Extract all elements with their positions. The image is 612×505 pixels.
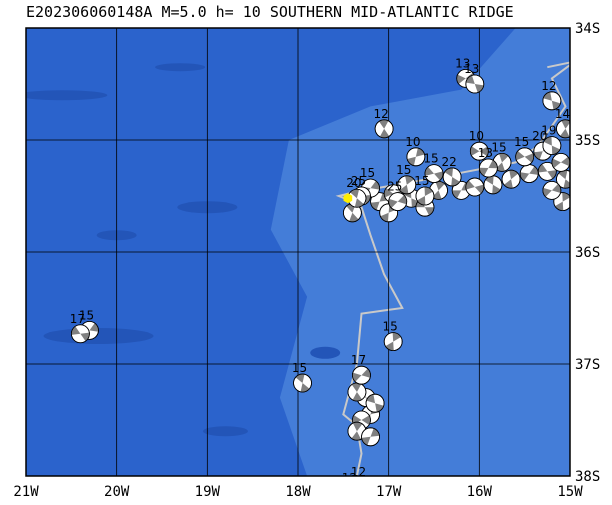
focal-mechanism (365, 393, 385, 413)
focal-mechanism (542, 180, 562, 200)
focal-mechanism (347, 382, 367, 402)
mechanism-depth-label: 20 (532, 129, 547, 143)
focal-mechanism (465, 177, 485, 197)
focal-mechanism (537, 161, 557, 181)
focal-mechanism (556, 169, 570, 189)
deep-basin-patch (26, 90, 108, 101)
deep-basin-patch (43, 328, 154, 344)
focal-mechanism (424, 164, 444, 184)
mechanism-depth-label: 15 (514, 135, 529, 149)
focal-mechanism (293, 373, 312, 393)
mechanism-depth-label: 15 (79, 308, 94, 322)
mechanism-depth-label: 15 (360, 166, 375, 180)
x-tick-label: 19W (195, 484, 221, 500)
mechanism-depth-label: 14 (555, 107, 570, 121)
y-tick-label: 37S (575, 357, 600, 373)
deep-basin-patch (155, 63, 206, 72)
mechanism-depth-label: 15 (414, 174, 429, 188)
mechanism-depth-label: 10 (405, 135, 420, 149)
y-tick-label: 36S (575, 245, 600, 261)
deep-basin-patch (310, 346, 341, 359)
mechanism-depth-label: 12 (342, 471, 357, 485)
mechanism-depth-label: 12 (351, 465, 366, 479)
y-tick-label: 34S (575, 21, 600, 37)
mechanism-depth-label: 10 (469, 129, 484, 143)
focal-mechanism (515, 147, 535, 167)
mechanism-depth-label: 25 (351, 174, 366, 188)
focal-mechanism (415, 186, 435, 206)
x-tick-label: 21W (13, 484, 39, 500)
mechanism-depth-label: 17 (351, 353, 366, 367)
focal-mechanism (388, 192, 408, 212)
focal-mechanism (71, 324, 90, 344)
y-tick-label: 35S (575, 133, 600, 149)
focal-mechanism (343, 484, 361, 502)
focal-mechanism (542, 136, 562, 156)
x-tick-label: 17W (376, 484, 402, 500)
mechanism-depth-label: 13 (455, 56, 470, 70)
x-tick-label: 16W (467, 484, 493, 500)
focal-mechanism (519, 164, 539, 184)
mechanism-depth-label: 12 (373, 107, 388, 121)
mechanism-depth-label: 13 (464, 62, 479, 76)
mechanism-depth-label: 15 (396, 163, 411, 177)
mechanism-depth-label: 15 (423, 152, 438, 166)
epicenter-star (343, 193, 353, 204)
x-tick-label: 18W (285, 484, 311, 500)
x-tick-label: 15W (557, 484, 583, 500)
mechanism-depth-label: 25 (387, 180, 402, 194)
focal-mechanism (442, 167, 462, 187)
map-frame (25, 27, 571, 477)
focal-mechanism (542, 91, 562, 111)
focal-mechanism (551, 153, 570, 172)
focal-mechanism (352, 365, 371, 385)
focal-mechanism (465, 74, 485, 94)
map-title: E202306060148A M=5.0 h= 10 SOUTHERN MID-… (26, 3, 514, 21)
mechanism-depth-label: 15 (383, 320, 398, 334)
focal-mechanism (352, 478, 370, 496)
y-tick-label: 38S (575, 469, 600, 485)
focal-mechanism (374, 119, 394, 139)
deep-basin-patch (202, 426, 248, 437)
mechanism-depth-label: 17 (70, 312, 85, 326)
focal-mechanism (383, 332, 403, 352)
focal-mechanism (347, 188, 367, 208)
focal-mechanism (483, 175, 503, 195)
mechanism-depth-label: 15 (491, 140, 506, 154)
focal-mechanism (501, 169, 521, 189)
focal-mechanism (361, 427, 380, 447)
mechanism-depth-label: 15 (292, 361, 307, 375)
focal-mechanism (469, 141, 489, 161)
focal-mechanism (556, 119, 570, 139)
focal-mechanism (478, 158, 498, 178)
epicenter-marker (343, 193, 353, 204)
focal-mechanism (406, 147, 426, 167)
latitude-tick-labels: 34S 35S 36S 37S 38S (575, 21, 600, 485)
x-tick-label: 20W (104, 484, 130, 500)
longitude-tick-labels: 21W 20W 19W 18W 17W 16W 15W (13, 484, 583, 500)
focal-mechanism (397, 175, 417, 195)
mechanism-depth-label: 22 (441, 155, 456, 169)
mechanism-depth-label: 19 (541, 124, 556, 138)
mechanism-depth-label: 12 (541, 79, 556, 93)
mechanism-depth-label: 13 (478, 146, 493, 160)
mechanism-depth-label: 20 (346, 176, 361, 190)
